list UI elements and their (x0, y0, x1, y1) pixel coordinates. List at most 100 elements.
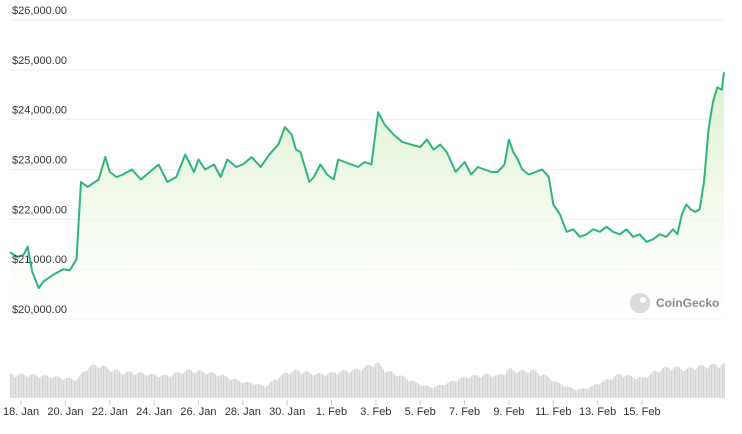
volume-bar-428 (694, 370, 696, 398)
volume-bar-369 (600, 383, 602, 398)
volume-bar-154 (256, 384, 258, 398)
volume-bar-352 (573, 389, 575, 398)
volume-bar-5 (18, 374, 20, 398)
volume-bar-64 (112, 370, 114, 398)
volume-bar-62 (109, 371, 111, 398)
volume-bar-97 (165, 374, 167, 398)
volume-bar-437 (709, 365, 711, 398)
volume-bar-403 (654, 370, 656, 398)
volume-bar-164 (272, 380, 274, 398)
volume-bar-0 (10, 373, 12, 398)
volume-bar-385 (626, 375, 628, 398)
volume-bar-137 (229, 379, 231, 398)
volume-bar-280 (458, 379, 460, 398)
volume-bar-118 (198, 370, 200, 398)
volume-bar-284 (464, 376, 466, 398)
volume-bar-296 (483, 374, 485, 398)
volume-bar-102 (173, 373, 175, 398)
price-area-fill (10, 72, 724, 328)
volume-bar-312 (509, 368, 511, 398)
volume-bar-426 (691, 368, 693, 398)
volume-bar-110 (186, 370, 188, 398)
volume-bar-165 (274, 379, 276, 398)
volume-bar-239 (392, 372, 394, 398)
volume-bar-417 (677, 366, 679, 398)
volume-bar-170 (282, 373, 284, 398)
volume-bar-336 (547, 377, 549, 398)
volume-bar-342 (557, 381, 559, 398)
volume-bar-273 (446, 383, 448, 398)
volume-bar-10 (26, 376, 28, 398)
volume-bar-419 (680, 369, 682, 398)
volume-bar-288 (470, 376, 472, 398)
volume-bar-13 (30, 374, 32, 398)
volume-bar-435 (706, 368, 708, 398)
volume-bar-245 (402, 375, 404, 398)
volume-bar-429 (696, 367, 698, 398)
volume-bar-25 (50, 378, 52, 398)
volume-bar-192 (317, 373, 319, 398)
volume-bar-266 (435, 386, 437, 398)
volume-bar-189 (312, 375, 314, 398)
volume-bar-40 (74, 381, 76, 398)
volume-bar-205 (338, 373, 340, 398)
volume-bar-121 (203, 372, 205, 398)
volume-bar-329 (536, 372, 538, 398)
volume-bar-267 (437, 385, 439, 398)
volume-bar-410 (666, 366, 668, 398)
volume-bar-47 (85, 371, 87, 398)
x-tick-label-8: 3. Feb (360, 406, 391, 418)
y-axis-ticks: $20,000.00 $21,000.00 $22,000.00 $23,000.00… (12, 5, 67, 316)
volume-bar-179 (296, 369, 298, 398)
volume-bar-388 (630, 375, 632, 398)
volume-bar-218 (358, 370, 360, 398)
volume-bar-92 (157, 377, 159, 398)
volume-bar-178 (294, 369, 296, 398)
volume-bar-303 (494, 375, 496, 398)
volume-bar-210 (346, 371, 348, 398)
volume-bar-183 (302, 372, 304, 398)
volume-bar-334 (544, 374, 546, 398)
x-tick-label-12: 11. Feb (535, 406, 572, 418)
volume-bar-2 (13, 375, 15, 398)
volume-bar-343 (558, 382, 560, 398)
volume-bar-364 (592, 385, 594, 398)
volume-bar-32 (61, 378, 63, 398)
volume-bar-19 (40, 376, 42, 398)
volume-bar-106 (179, 372, 181, 398)
volume-bar-146 (243, 382, 245, 398)
volume-bar-22 (45, 375, 47, 398)
volume-bar-295 (482, 375, 484, 398)
y-tick-label-3: $23,000.00 (12, 155, 67, 167)
volume-bar-233 (382, 369, 384, 398)
volume-bar-234 (384, 372, 386, 398)
volume-bar-145 (242, 383, 244, 398)
volume-bar-348 (566, 386, 568, 398)
volume-bar-225 (370, 365, 372, 398)
volume-bar-230 (378, 362, 380, 398)
price-area (9, 72, 725, 328)
volume-bar-75 (130, 371, 132, 398)
volume-bar-156 (259, 384, 261, 398)
volume-bar-206 (339, 371, 341, 398)
x-tick-label-5: 28. Jan (225, 406, 261, 418)
volume-bar-207 (341, 370, 343, 398)
volume-bar-427 (693, 369, 695, 398)
volume-bar-76 (131, 373, 133, 398)
volume-bar-8 (22, 374, 24, 398)
volume-bar-283 (462, 376, 464, 398)
volume-bar-358 (582, 388, 584, 398)
volume-bar-201 (331, 371, 333, 398)
volume-bar-368 (598, 384, 600, 398)
price-line (9, 72, 725, 290)
volume-bar-171 (283, 372, 285, 398)
volume-bar-128 (214, 373, 216, 398)
x-tick-label-14: 15. Feb (623, 406, 660, 418)
volume-bar-9 (24, 375, 26, 398)
volume-bar-129 (216, 375, 218, 398)
volume-bar-391 (635, 378, 637, 398)
volume-bar-80 (138, 372, 140, 398)
volume-bar-36 (67, 377, 69, 398)
volume-bar-354 (576, 390, 578, 398)
volume-bar-376 (611, 379, 613, 398)
